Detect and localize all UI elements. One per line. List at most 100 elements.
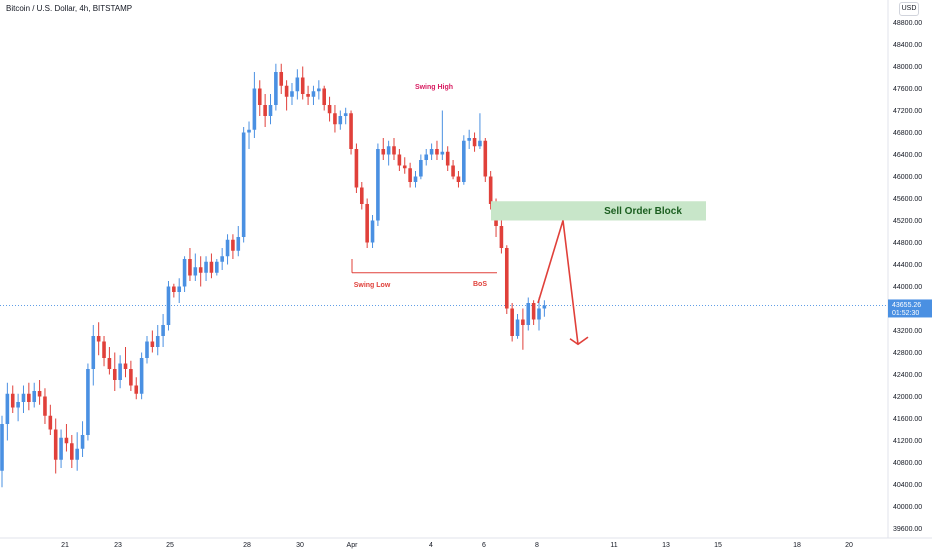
candle-body [21, 393, 26, 402]
candle-body [408, 168, 412, 182]
candle-body [386, 146, 391, 155]
candle-body [515, 319, 520, 336]
candle-body [225, 239, 230, 257]
currency-button[interactable]: USD [899, 2, 919, 16]
candle-body [123, 363, 128, 369]
candle-body [102, 341, 106, 358]
projection-path [537, 220, 579, 345]
candle-body [419, 160, 423, 177]
candle-body [257, 88, 262, 105]
candle-body [472, 138, 477, 147]
candle-body [64, 437, 69, 444]
time-tick-label: 30 [296, 542, 304, 549]
candle-body [112, 369, 117, 380]
price-tick-label: 48800.00 [893, 20, 922, 27]
candle-body [5, 393, 10, 424]
candle-body [32, 391, 37, 402]
time-tick-label: 6 [482, 542, 486, 549]
candle-body [435, 149, 439, 155]
candle-body [220, 256, 224, 262]
candle-body [182, 259, 187, 287]
price-tick-label: 41200.00 [893, 438, 922, 445]
candle-body [263, 105, 267, 116]
candle-body [317, 88, 321, 92]
candle-body [365, 204, 369, 243]
candle-body [172, 286, 176, 292]
candle-body [177, 286, 182, 292]
swing-high-label: Swing High [415, 84, 453, 91]
candle-body [376, 149, 380, 221]
candle-body [86, 369, 90, 435]
candle-body [424, 154, 429, 160]
candle-body [107, 358, 112, 369]
candle-body [451, 165, 455, 177]
sell-order-block-zone [491, 201, 706, 221]
candle-body [462, 140, 466, 182]
bos-label: BoS [473, 281, 487, 288]
time-tick-label: 25 [166, 542, 174, 549]
candle-body [27, 393, 31, 402]
candle-body [198, 267, 203, 273]
price-tick-label: 47600.00 [893, 86, 922, 93]
price-tick-label: 46400.00 [893, 152, 922, 159]
swing-low-label: Swing Low [354, 282, 391, 289]
time-tick-label: 4 [429, 542, 433, 549]
price-tick-label: 45200.00 [893, 218, 922, 225]
candle-body [145, 341, 149, 358]
time-tick-label: 18 [793, 542, 801, 549]
candle-body [499, 226, 504, 248]
candle-body [247, 129, 251, 133]
time-tick-label: 23 [114, 542, 122, 549]
candle-body [510, 308, 514, 336]
candle-body [70, 443, 74, 460]
time-tick-label: Apr [347, 542, 359, 549]
candle-body [209, 261, 214, 273]
candle-body [327, 105, 332, 114]
candle-body [381, 149, 386, 155]
candle-body [338, 116, 343, 125]
candle-body [488, 176, 493, 204]
candle-body [236, 237, 241, 251]
candle-body [354, 149, 359, 188]
price-tick-label: 46000.00 [893, 174, 922, 181]
candle-body [537, 308, 541, 320]
price-tick-label: 43200.00 [893, 328, 922, 335]
price-tick-label: 48400.00 [893, 42, 922, 49]
candle-body [193, 267, 198, 276]
candle-body [215, 261, 219, 273]
candle-body [531, 303, 536, 320]
candle-body [392, 146, 396, 155]
candle-body [284, 85, 289, 97]
price-tick-label: 41600.00 [893, 416, 922, 423]
candle-body [440, 151, 445, 155]
candle-body [397, 154, 402, 166]
candle-body [359, 187, 364, 204]
candle-body [268, 105, 273, 116]
candle-body [526, 303, 531, 325]
price-tick-label: 42400.00 [893, 372, 922, 379]
time-axis-labels: 21 23 25 28 30 Apr 4 6 8 11 13 15 18 20 [61, 542, 853, 549]
candle-body [188, 259, 192, 276]
candle-body [16, 402, 20, 408]
last-price-box [888, 299, 932, 318]
time-tick-label: 8 [535, 542, 539, 549]
candle-body [59, 437, 63, 460]
candle-body [542, 305, 547, 309]
time-tick-label: 20 [845, 542, 853, 549]
candle-body [413, 176, 418, 182]
time-tick-label: 28 [243, 542, 251, 549]
candle-body [295, 77, 300, 92]
price-axis[interactable] [888, 0, 932, 538]
candle-body [456, 176, 461, 182]
time-tick-label: 11 [610, 542, 617, 549]
candle-body [75, 448, 79, 460]
candle-body [134, 385, 139, 394]
candle-body [91, 336, 96, 369]
price-tick-label: 44400.00 [893, 262, 922, 269]
candle-body [504, 248, 509, 309]
candle-body [306, 94, 310, 97]
candle-body [343, 113, 348, 116]
candle-body [241, 132, 246, 237]
price-tick-label: 40800.00 [893, 460, 922, 467]
